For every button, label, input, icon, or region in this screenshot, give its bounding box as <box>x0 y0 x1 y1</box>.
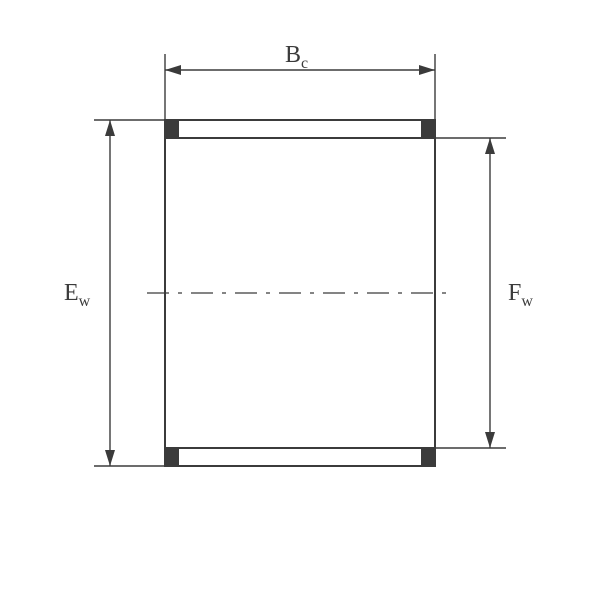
dimension-arrowhead <box>419 65 435 75</box>
dimension-label: Fw <box>508 280 533 310</box>
dimension-arrowhead <box>485 432 495 448</box>
bearing-dimension-diagram: Bc Ew Fw <box>0 0 600 600</box>
corner-block <box>421 448 435 466</box>
dimension-arrowhead <box>105 450 115 466</box>
dimension-label: Ew <box>64 280 91 310</box>
corner-block <box>421 120 435 138</box>
dimension-arrowhead <box>165 65 181 75</box>
corner-block <box>165 120 179 138</box>
dimension-arrowhead <box>485 138 495 154</box>
corner-block <box>165 448 179 466</box>
dimension-label: Bc <box>285 42 308 72</box>
dimension-arrowhead <box>105 120 115 136</box>
